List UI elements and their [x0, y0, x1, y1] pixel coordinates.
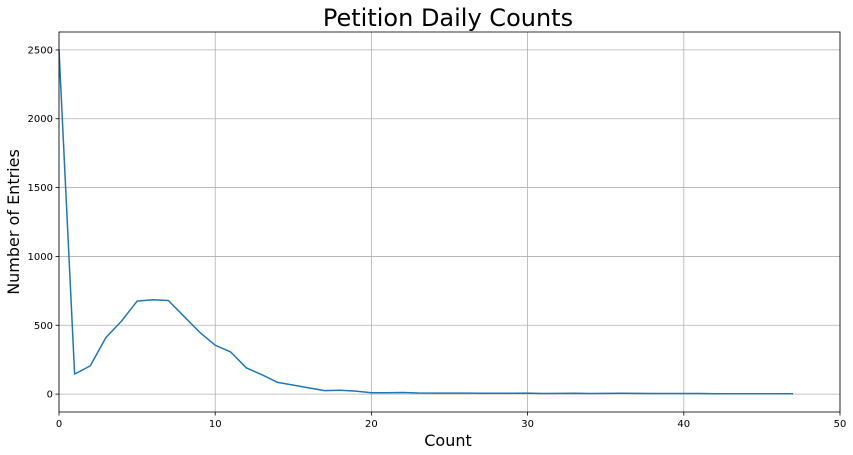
y-axis-label: Number of Entries: [4, 149, 23, 295]
y-tick-label: 2500: [28, 45, 53, 56]
y-tick-label: 0: [47, 390, 53, 401]
y-tick-label: 500: [34, 321, 53, 332]
y-tick-label: 2000: [28, 114, 53, 125]
x-tick-label: 30: [521, 419, 534, 430]
x-axis-ticks: 0 10 20 30 40 50: [56, 412, 847, 430]
x-tick-label: 10: [209, 419, 222, 430]
chart-title: Petition Daily Counts: [323, 4, 573, 32]
grid-lines: [58, 32, 841, 412]
x-tick-label: 20: [365, 419, 378, 430]
x-tick-label: 50: [834, 419, 847, 430]
y-tick-label: 1000: [28, 252, 53, 263]
plot-area: [58, 49, 794, 395]
y-tick-label: 1500: [28, 183, 53, 194]
plot-frame: [58, 31, 841, 413]
x-tick-label: 40: [677, 419, 690, 430]
x-axis-label: Count: [424, 431, 472, 450]
y-axis-ticks: 0 500 1000 1500 2000 2500: [28, 45, 59, 401]
series-line-0: [58, 49, 794, 395]
x-tick-label: 0: [56, 419, 62, 430]
